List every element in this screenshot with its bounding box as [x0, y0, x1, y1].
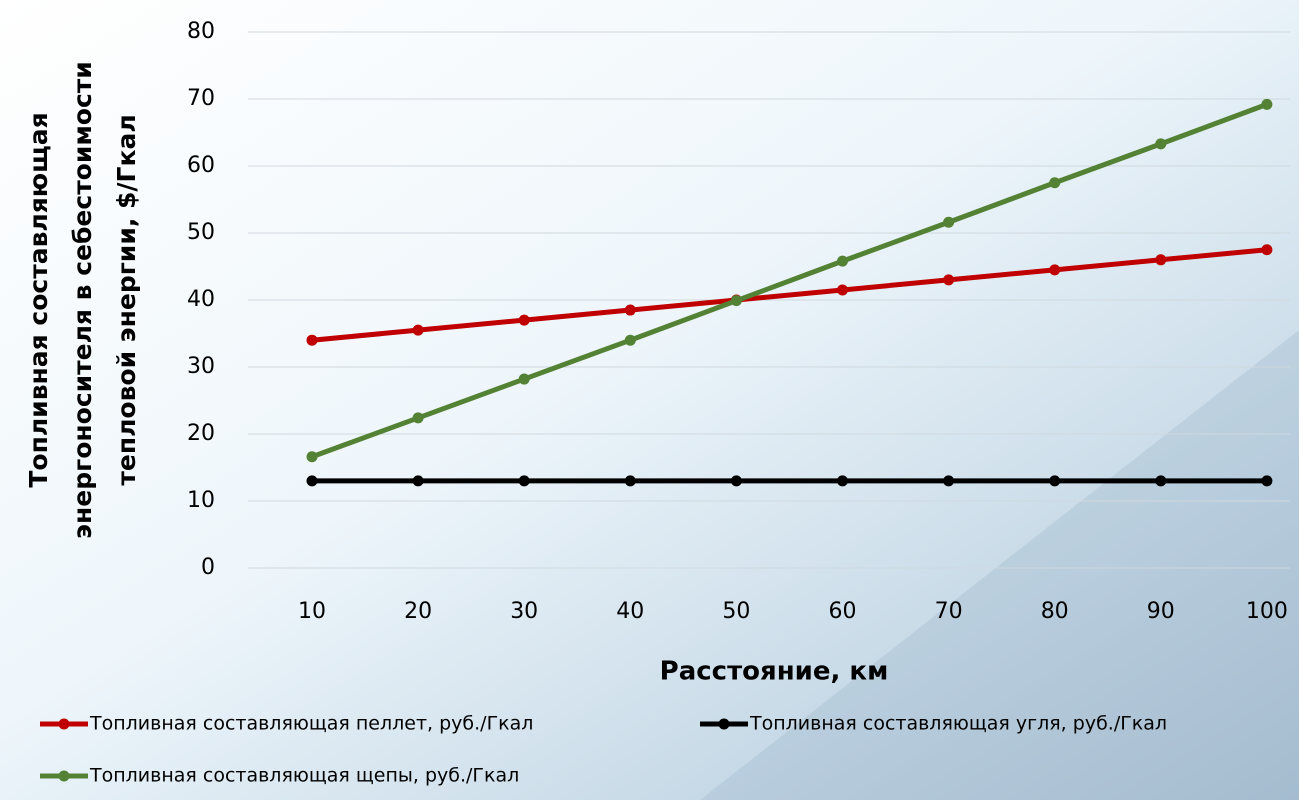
x-tick-label: 100 [1246, 599, 1288, 624]
data-point [1155, 475, 1167, 487]
x-tick-label: 60 [829, 599, 857, 624]
data-point [1155, 138, 1167, 150]
x-tick-label: 50 [722, 599, 750, 624]
data-point [518, 314, 530, 326]
legend-marker [58, 770, 70, 782]
data-point [943, 216, 955, 228]
data-point [837, 284, 848, 296]
legend-marker [58, 718, 70, 730]
data-point [730, 475, 742, 487]
x-tick-label: 10 [298, 599, 326, 624]
data-point [1261, 244, 1273, 256]
legend-label: Топливная составляющая угля, руб./Гкал [749, 713, 1167, 735]
x-tick-label: 30 [510, 599, 538, 624]
data-point [1049, 264, 1061, 276]
y-tick-label: 40 [187, 287, 215, 312]
x-tick-label: 80 [1041, 599, 1069, 624]
y-axis-title-line: энергоносителя в себестоимости [68, 61, 97, 539]
data-point [518, 373, 530, 385]
data-point [943, 274, 955, 286]
y-tick-label: 70 [187, 86, 215, 111]
data-point [1261, 98, 1273, 110]
legend-marker [718, 718, 730, 730]
data-point [306, 475, 318, 487]
y-tick-label: 20 [187, 421, 215, 446]
y-axis-title-line: Топливная составляющая [24, 112, 53, 487]
y-tick-label: 30 [187, 354, 215, 379]
data-point [412, 412, 424, 424]
data-point [306, 334, 318, 346]
data-point [730, 295, 742, 307]
data-point [837, 255, 848, 267]
data-point [306, 451, 318, 463]
legend-label: Топливная составляющая пеллет, руб./Гкал [89, 713, 533, 735]
y-tick-label: 0 [201, 555, 215, 580]
data-point [624, 475, 636, 487]
y-tick-label: 80 [187, 19, 215, 44]
x-tick-label: 40 [616, 599, 644, 624]
x-tick-label: 90 [1147, 599, 1175, 624]
data-point [1155, 254, 1167, 266]
data-point [1049, 475, 1061, 487]
data-point [943, 475, 955, 487]
data-point [412, 324, 424, 336]
y-tick-label: 60 [187, 153, 215, 178]
background-panel [700, 330, 1299, 800]
x-tick-label: 20 [404, 599, 432, 624]
x-axis-title: Расстояние, км [660, 657, 889, 687]
data-point [624, 334, 636, 346]
y-tick-label: 10 [187, 488, 215, 513]
series-line [311, 102, 1268, 460]
data-point [1261, 475, 1273, 487]
data-point [624, 304, 636, 316]
y-axis-title: Топливная составляющая энергоносителя в … [24, 61, 141, 539]
data-point [412, 475, 424, 487]
series-line [311, 247, 1268, 343]
y-tick-label: 50 [187, 220, 215, 245]
x-tick-label: 70 [935, 599, 963, 624]
legend-label: Топливная составляющая щепы, руб./Гкал [89, 765, 519, 787]
data-point [518, 475, 530, 487]
y-axis-title-line: тепловой энергии, $/Гкал [112, 114, 141, 485]
data-point [837, 475, 848, 487]
data-point [1049, 177, 1061, 189]
